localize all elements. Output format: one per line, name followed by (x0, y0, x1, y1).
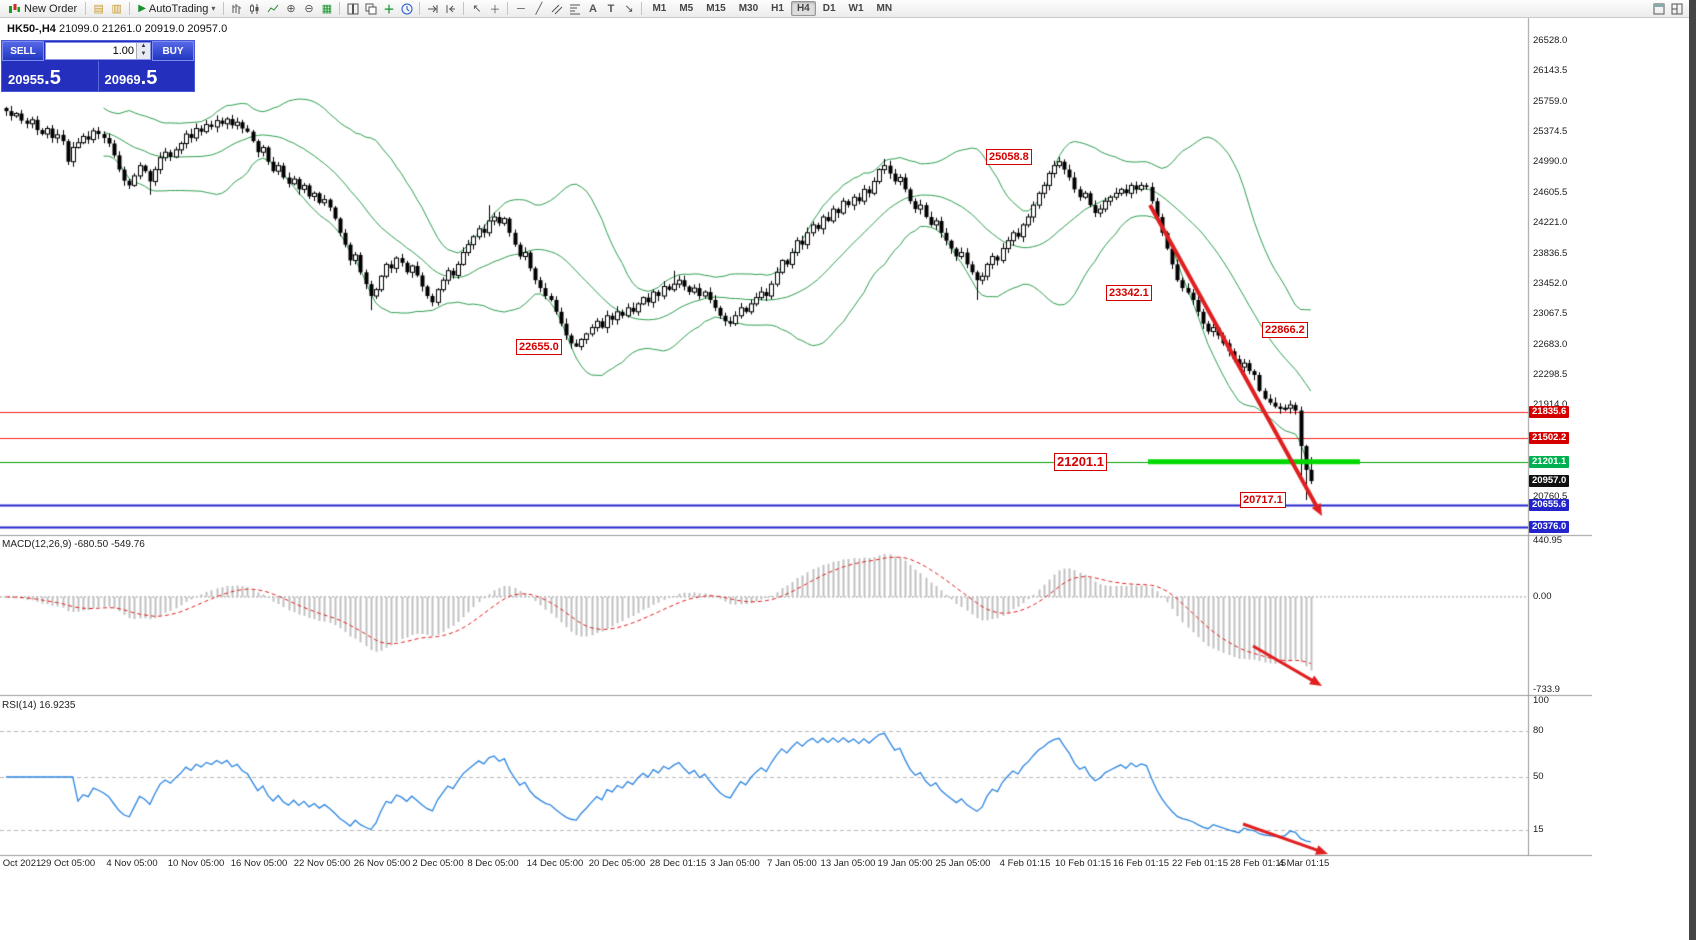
chart-ohlc-header: HK50-,H4 21099.0 21261.0 20919.0 20957.0 (7, 23, 227, 35)
autotrading-label: AutoTrading (148, 2, 209, 15)
time-axis-label: 20 Dec 05:00 (588, 858, 646, 869)
time-axis-label: 4 Feb 01:15 (999, 858, 1051, 869)
volume-field: ▲ ▼ (45, 42, 151, 60)
timeframe-m30[interactable]: M30 (738, 3, 759, 14)
volume-input[interactable] (46, 43, 136, 59)
macd-panel[interactable] (0, 536, 1528, 694)
time-axis-label: 13 Jan 05:00 (820, 858, 876, 869)
chart-shift-icon[interactable] (442, 1, 459, 17)
crosshair-icon[interactable]: ＋ (489, 3, 501, 16)
arrows-tool-icon[interactable]: ↘ (624, 3, 634, 15)
tile-windows-icon[interactable] (344, 1, 361, 17)
new-order-label: New Order (24, 2, 78, 15)
time-axis-label: 10 Nov 05:00 (167, 858, 225, 869)
time-axis-label: 8 Dec 05:00 (467, 858, 519, 869)
price-axis[interactable] (1528, 18, 1590, 855)
time-axis-label: 25 Jan 05:00 (935, 858, 991, 869)
time-axis-label: 16 Feb 01:15 (1113, 858, 1169, 869)
cascade-windows-icon[interactable] (362, 1, 379, 17)
docking-icon[interactable] (1650, 1, 1667, 17)
time-axis-label: 7 Jan 05:00 (767, 858, 817, 869)
time-axis-label: 14 Dec 05:00 (526, 858, 584, 869)
toolbar-separator (507, 2, 509, 15)
trendline-icon[interactable]: ╱ (535, 3, 543, 15)
time-axis-label: 10 Feb 01:15 (1055, 858, 1111, 869)
fibonacci-icon[interactable] (566, 1, 583, 17)
sell-button[interactable]: SELL (2, 41, 44, 61)
toolbar-separator (641, 2, 643, 15)
autotrading-button[interactable]: ▶ AutoTrading ▾ (134, 0, 219, 18)
volume-spinner: ▲ ▼ (136, 43, 150, 59)
autotrading-caret-icon: ▾ (211, 4, 216, 13)
bar-chart-icon[interactable] (228, 1, 245, 17)
line-chart-icon[interactable] (264, 1, 281, 17)
autotrading-play-icon: ▶ (138, 3, 146, 14)
time-axis-label: 29 Oct 05:00 (40, 858, 96, 869)
equidistant-channel-icon[interactable] (548, 1, 565, 17)
horizontal-line-icon[interactable]: ─ (517, 2, 525, 15)
candlestick-chart-icon[interactable] (246, 1, 263, 17)
timeframe-m5[interactable]: M5 (679, 3, 694, 14)
sell-price[interactable]: 20955 .5 (8, 67, 61, 89)
buy-price[interactable]: 20969 .5 (97, 61, 195, 91)
time-axis-label: 28 Feb 01:15 (1230, 858, 1286, 869)
profiles-icon[interactable]: ▥ (111, 3, 122, 15)
macd-indicator-label: MACD(12,26,9) -680.50 -549.76 (2, 539, 145, 550)
buy-button[interactable]: BUY (152, 41, 194, 61)
time-axis-label: 19 Jan 05:00 (877, 858, 933, 869)
zoom-out-icon[interactable]: ⊖ (304, 3, 314, 15)
time-axis-label: 16 Nov 05:00 (230, 858, 288, 869)
rsi-indicator-label: RSI(14) 16.9235 (2, 700, 76, 711)
right-scrollbar[interactable] (1689, 0, 1696, 940)
timeframe-w1[interactable]: W1 (848, 3, 864, 14)
toolbar-separator (463, 2, 465, 15)
time-axis-label: 26 Nov 05:00 (353, 858, 411, 869)
indicators-icon[interactable]: ▦ (321, 3, 333, 15)
timeframe-h4[interactable]: H4 (790, 1, 816, 16)
time-axis-label: 4 Nov 05:00 (106, 858, 158, 869)
time-axis-label: 22 Feb 01:15 (1172, 858, 1228, 869)
time-axis[interactable]: Oct 2021 29 Oct 05:00 4 Nov 05:00 10 Nov 05… (0, 858, 1590, 872)
timeframe-m15[interactable]: M15 (706, 3, 726, 14)
time-axis-label: 3 Jan 05:00 (710, 858, 760, 869)
toolbar-separator (419, 2, 421, 15)
cursor-icon[interactable]: ↖ (472, 3, 482, 15)
timeframe-mn[interactable]: MN (876, 3, 893, 14)
zoom-in-icon[interactable]: ⊕ (286, 3, 296, 15)
timeframe-m1[interactable]: M1 (652, 3, 667, 14)
toolbar-separator (85, 2, 87, 15)
auto-scroll-icon[interactable] (424, 1, 441, 17)
new-order-button[interactable]: New Order (4, 0, 81, 18)
text-label-icon[interactable]: T (607, 2, 615, 15)
chart-symbol-period: HK50-,H4 (7, 23, 56, 35)
rsi-panel[interactable] (0, 697, 1528, 855)
main-chart-panel[interactable] (0, 18, 1528, 533)
toolbar-separator (223, 2, 225, 15)
text-tool-icon[interactable]: A (588, 2, 597, 15)
new-chart-icon[interactable]: ＋ (383, 3, 395, 16)
time-axis-label: 28 Dec 01:15 (649, 858, 707, 869)
toolbar-separator (339, 2, 341, 15)
toolbar: New Order ▤ ▥ ▶ AutoTrading ▾ ⊕ ⊖ ▦ ＋ ↖ … (0, 0, 1696, 18)
chart-ohlc-values: 21099.0 21261.0 20919.0 20957.0 (58, 23, 228, 35)
new-order-icon (9, 4, 20, 13)
timeframe-d1[interactable]: D1 (822, 3, 836, 14)
time-axis-label: 4 Mar 01:15 (1278, 858, 1330, 869)
volume-down-button[interactable]: ▼ (137, 51, 150, 59)
layout-icon[interactable] (1668, 1, 1685, 17)
period-clock-icon[interactable] (398, 1, 415, 17)
volume-up-button[interactable]: ▲ (137, 43, 150, 51)
charts-list-icon[interactable]: ▤ (93, 3, 104, 15)
one-click-trading-panel: SELL ▲ ▼ BUY 20955 .5 20969 .5 (1, 40, 195, 92)
timeframe-h1[interactable]: H1 (771, 3, 784, 14)
time-axis-label: 22 Nov 05:00 (293, 858, 351, 869)
time-axis-label: 2 Dec 05:00 (412, 858, 464, 869)
toolbar-separator (129, 2, 131, 15)
time-axis-label: Oct 2021 (2, 858, 42, 869)
